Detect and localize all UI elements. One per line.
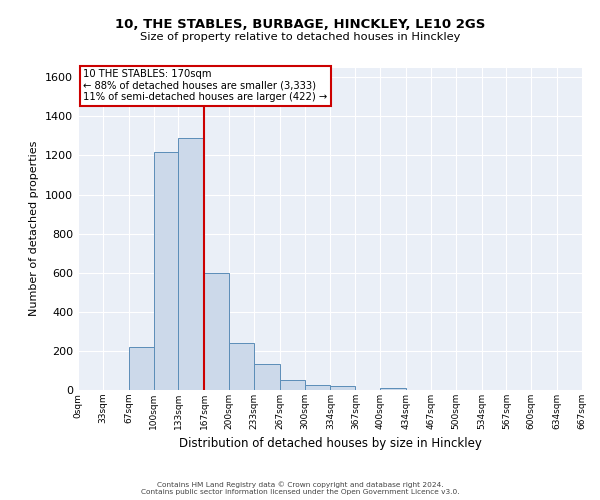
Text: 10 THE STABLES: 170sqm
← 88% of detached houses are smaller (3,333)
11% of semi-: 10 THE STABLES: 170sqm ← 88% of detached… [83,69,327,102]
Text: Size of property relative to detached houses in Hinckley: Size of property relative to detached ho… [140,32,460,42]
Bar [380,388,406,390]
Bar [254,364,280,390]
Text: Contains public sector information licensed under the Open Government Licence v3: Contains public sector information licen… [140,489,460,495]
Bar [178,138,204,390]
Bar [154,152,178,390]
Text: Contains HM Land Registry data © Crown copyright and database right 2024.: Contains HM Land Registry data © Crown c… [157,481,443,488]
Bar [331,386,355,390]
Bar [204,272,229,390]
Bar [280,380,305,390]
X-axis label: Distribution of detached houses by size in Hinckley: Distribution of detached houses by size … [179,438,481,450]
Y-axis label: Number of detached properties: Number of detached properties [29,141,40,316]
Bar [128,347,154,390]
Text: 10, THE STABLES, BURBAGE, HINCKLEY, LE10 2GS: 10, THE STABLES, BURBAGE, HINCKLEY, LE10… [115,18,485,30]
Bar [229,343,254,390]
Bar [305,385,331,390]
